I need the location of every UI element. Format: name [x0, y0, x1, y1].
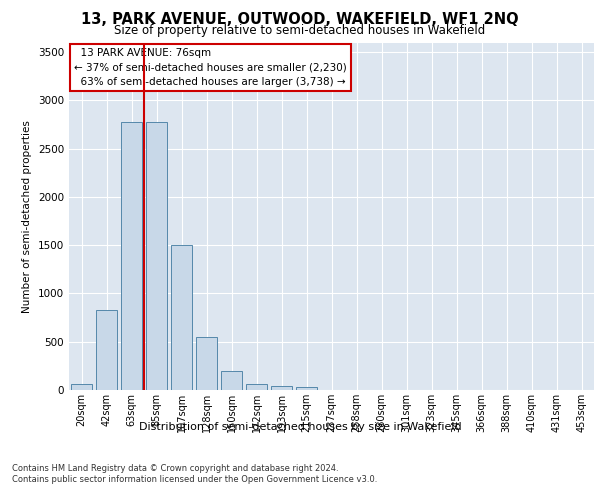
Bar: [246, 384, 267, 390]
Bar: [171, 245, 192, 390]
Bar: [121, 122, 142, 390]
Bar: [271, 386, 292, 390]
Text: 13 PARK AVENUE: 76sqm  
← 37% of semi-detached houses are smaller (2,230)
  63% : 13 PARK AVENUE: 76sqm ← 37% of semi-deta…: [74, 48, 347, 88]
Text: Contains public sector information licensed under the Open Government Licence v3: Contains public sector information licen…: [12, 475, 377, 484]
Bar: [196, 337, 217, 390]
Text: Distribution of semi-detached houses by size in Wakefield: Distribution of semi-detached houses by …: [139, 422, 461, 432]
Bar: [146, 122, 167, 390]
Y-axis label: Number of semi-detached properties: Number of semi-detached properties: [22, 120, 32, 312]
Bar: [221, 370, 242, 390]
Bar: [71, 384, 92, 390]
Bar: [296, 387, 317, 390]
Text: Size of property relative to semi-detached houses in Wakefield: Size of property relative to semi-detach…: [115, 24, 485, 37]
Bar: [96, 310, 117, 390]
Text: Contains HM Land Registry data © Crown copyright and database right 2024.: Contains HM Land Registry data © Crown c…: [12, 464, 338, 473]
Text: 13, PARK AVENUE, OUTWOOD, WAKEFIELD, WF1 2NQ: 13, PARK AVENUE, OUTWOOD, WAKEFIELD, WF1…: [81, 12, 519, 28]
